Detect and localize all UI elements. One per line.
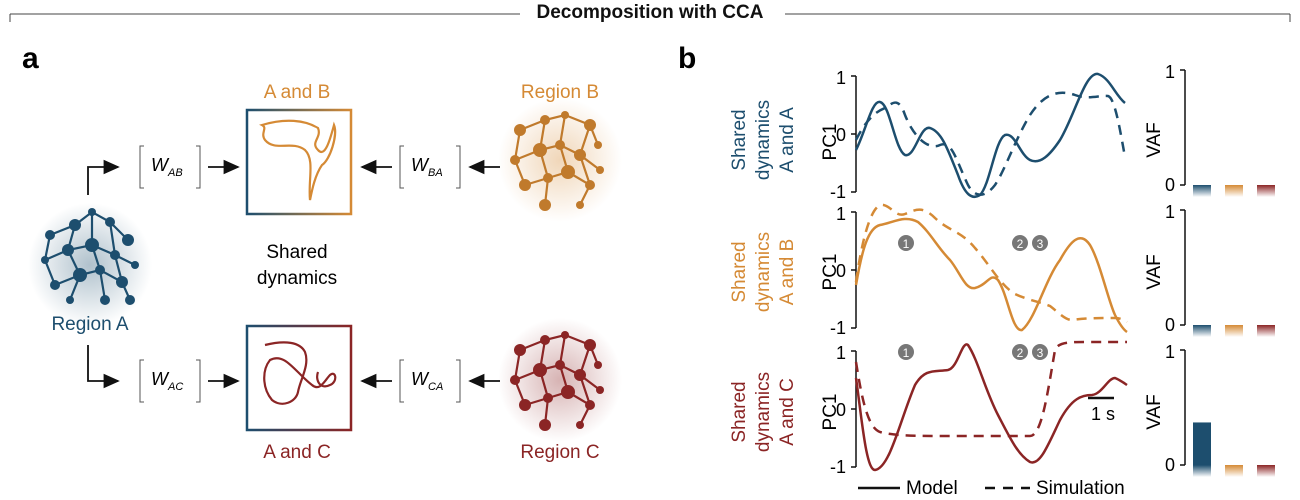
svg-text:-1: -1	[830, 182, 846, 202]
svg-text:A and B: A and B	[777, 239, 798, 306]
row1-ylabel: PC1	[820, 124, 841, 161]
row3-title: Shared dynamics A and C	[729, 372, 798, 452]
svg-text:dynamics: dynamics	[753, 232, 774, 312]
svg-text:BA: BA	[428, 167, 443, 179]
shared-dynamics-line2: dynamics	[257, 268, 337, 289]
svg-text:W: W	[151, 155, 170, 175]
row1-vaf-stub-1	[1193, 185, 1211, 197]
svg-text:1: 1	[1165, 202, 1175, 222]
box-ab	[245, 108, 353, 216]
svg-text:1: 1	[836, 68, 846, 88]
region-b-network-icon	[498, 98, 622, 222]
row1-vaf-stub-3	[1257, 185, 1275, 197]
svg-text:A and C: A and C	[777, 378, 798, 446]
region-b-label: Region B	[521, 82, 599, 103]
svg-text:0: 0	[836, 261, 846, 281]
row2-model-curve	[854, 217, 1128, 334]
row2-vaf-stub-1	[1193, 325, 1211, 337]
box-ac	[245, 324, 353, 432]
svg-text:0: 0	[1165, 175, 1175, 195]
svg-text:W: W	[411, 369, 430, 389]
svg-text:0: 0	[1165, 455, 1175, 475]
trajectory-ab	[259, 119, 337, 201]
trajectory-ac	[263, 341, 337, 405]
matrix-w-ca: W CA	[399, 359, 461, 403]
row3-markers: 1 2 3	[898, 344, 1048, 360]
panel-b-label: b	[678, 42, 696, 75]
svg-text:1: 1	[836, 343, 846, 363]
svg-text:2: 2	[1017, 237, 1024, 251]
row1-model-curve	[854, 72, 1126, 199]
header-rule	[9, 13, 1291, 22]
figure-title: Decomposition with CCA	[0, 2, 1300, 24]
row2-title: Shared dynamics A and B	[729, 232, 798, 312]
svg-text:1: 1	[903, 346, 910, 360]
svg-text:dynamics: dynamics	[753, 100, 774, 180]
row2-vaf-stub-3	[1257, 325, 1275, 337]
legend: Model Simulation	[858, 478, 1125, 499]
row3-simulation-curve	[854, 340, 1127, 438]
region-c-network-icon	[498, 318, 622, 442]
svg-text:W: W	[151, 369, 170, 389]
matrix-w-ba: W BA	[399, 145, 461, 189]
row1-vaf-label: VAF	[1144, 122, 1165, 158]
row3-vaf-bar-1	[1193, 422, 1211, 465]
row3-vaf-label: VAF	[1144, 394, 1165, 430]
row1-axis: 1 0 -1	[830, 68, 857, 202]
scale-bar-label: 1 s	[1091, 404, 1115, 424]
row1-simulation-curve	[854, 91, 1127, 196]
svg-text:AB: AB	[167, 167, 183, 179]
row1-vaf-stub-2	[1225, 185, 1243, 197]
svg-text:1: 1	[1165, 342, 1175, 362]
svg-text:1: 1	[836, 204, 846, 224]
svg-text:0: 0	[1165, 315, 1175, 335]
svg-text:3: 3	[1037, 237, 1044, 251]
svg-text:1: 1	[903, 237, 910, 251]
shared-dynamics-line1: Shared	[266, 242, 327, 263]
svg-text:A and A: A and A	[777, 107, 798, 173]
row2-axis: 1 0 -1	[830, 204, 857, 338]
row2-markers: 1 2 3	[898, 235, 1048, 251]
legend-simulation-label: Simulation	[1036, 478, 1125, 499]
svg-text:-1: -1	[830, 318, 846, 338]
row1-title: Shared dynamics A and A	[729, 100, 798, 180]
row3-vaf-stub-1	[1193, 465, 1211, 477]
svg-text:3: 3	[1037, 346, 1044, 360]
region-a-label: Region A	[51, 314, 128, 335]
row3-vaf-stub-2	[1225, 465, 1243, 477]
svg-text:Shared: Shared	[729, 241, 750, 302]
svg-text:0: 0	[836, 400, 846, 420]
flow-arrows	[87, 159, 500, 389]
box-ac-title: A and C	[263, 442, 331, 463]
svg-text:CA: CA	[428, 381, 443, 393]
legend-model-label: Model	[906, 478, 958, 499]
svg-text:Shared: Shared	[729, 109, 750, 170]
box-ab-title: A and B	[264, 82, 331, 103]
row3-model-curve	[854, 343, 1128, 472]
row3-ylabel: PC1	[820, 394, 841, 431]
svg-text:2: 2	[1017, 346, 1024, 360]
svg-text:Shared: Shared	[729, 381, 750, 442]
svg-text:1: 1	[1165, 62, 1175, 82]
row2-ylabel: PC1	[820, 254, 841, 291]
svg-text:-1: -1	[830, 457, 846, 477]
svg-text:dynamics: dynamics	[753, 372, 774, 452]
row3-axis: 1 0 -1	[830, 343, 857, 477]
vaf-charts: VAF 1 0 VAF 1 0 VAF 1 0	[1144, 62, 1275, 477]
panel-a-label: a	[22, 42, 39, 75]
svg-text:W: W	[411, 155, 430, 175]
svg-text:AC: AC	[167, 381, 183, 393]
region-c-label: Region C	[520, 442, 599, 463]
row3-vaf-stub-3	[1257, 465, 1275, 477]
matrix-w-ab: W AB	[139, 145, 201, 189]
region-a-network-icon	[28, 203, 152, 327]
matrix-w-ac: W AC	[139, 359, 201, 403]
row2-vaf-label: VAF	[1144, 254, 1165, 290]
row2-vaf-stub-2	[1225, 325, 1243, 337]
svg-text:0: 0	[836, 125, 846, 145]
row2-simulation-curve	[854, 203, 1128, 324]
